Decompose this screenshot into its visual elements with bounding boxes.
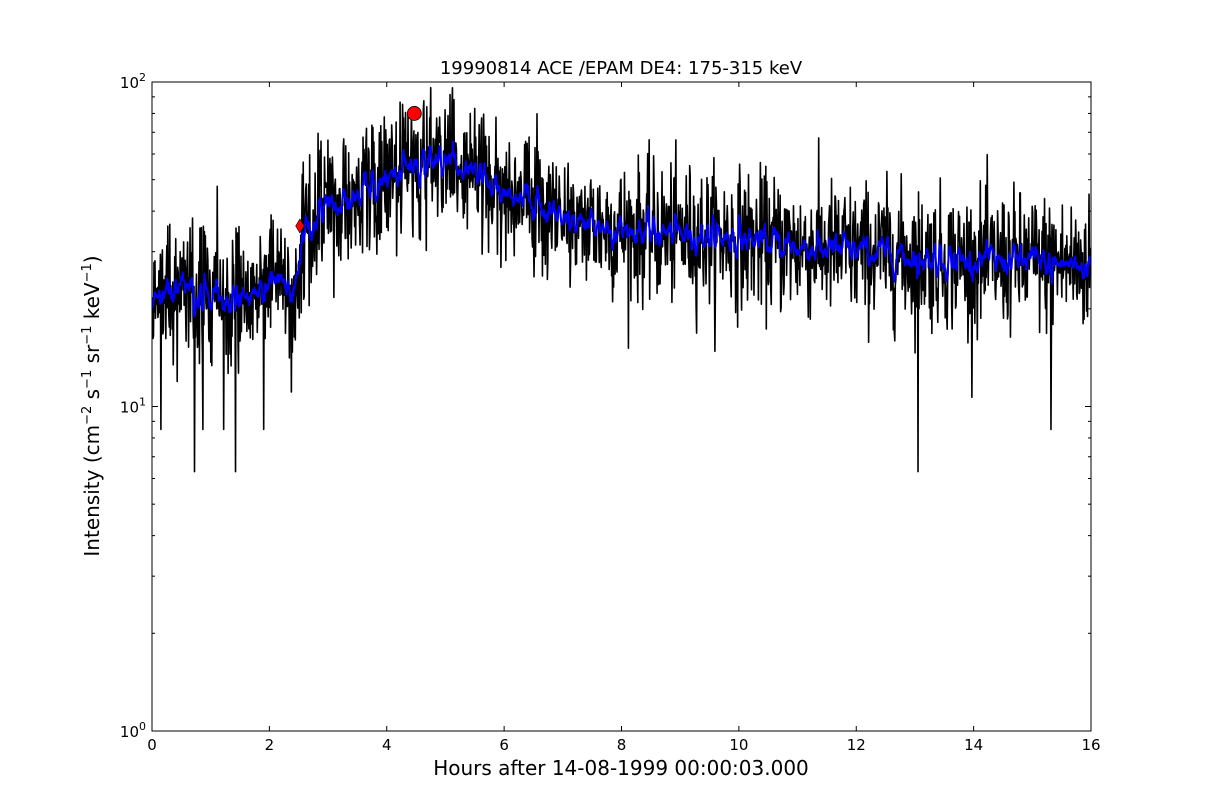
x-tick-label: 12 [847,736,866,754]
y-label-exp-cm: −2 [80,406,95,425]
event-markers [295,106,422,234]
x-axis-label: Hours after 14-08-1999 00:00:03.000 [433,756,809,780]
y-tick-label: 102 [120,71,146,92]
y-axis: 100 101 102 [120,71,1091,741]
y-label-exp-sr: −1 [80,326,95,345]
plot-area [152,86,1091,473]
y-label-exp-kev: −1 [80,263,95,282]
y-label-kev: keV [80,282,104,326]
x-tick-label: 4 [382,736,392,754]
series-raw-line [152,86,1091,473]
x-tick-label: 8 [617,736,627,754]
y-label-close: ) [80,255,104,263]
y-label-s: s [80,389,104,406]
peak-marker [406,106,422,121]
y-label-lead: Intensity (cm [80,425,104,557]
series-smoothed-line [152,140,1091,318]
y-label-exp-s: −1 [80,370,95,389]
chart-title: 19990814 ACE /EPAM DE4: 175-315 keV [440,58,803,79]
x-tick-label: 0 [147,736,157,754]
x-tick-label: 10 [729,736,748,754]
y-label-sr: sr [80,344,104,370]
x-axis: 0 2 4 6 8 10 12 14 16 [147,82,1101,754]
y-tick-label: 100 [120,720,146,741]
x-tick-label: 6 [499,736,509,754]
x-tick-label: 16 [1081,736,1100,754]
onset-marker [295,218,305,234]
x-tick-label: 14 [964,736,983,754]
x-tick-label: 2 [265,736,275,754]
y-tick-label: 101 [120,396,146,417]
y-axis-label: Intensity (cm−2 s−1 sr−1 keV−1) [80,255,104,556]
